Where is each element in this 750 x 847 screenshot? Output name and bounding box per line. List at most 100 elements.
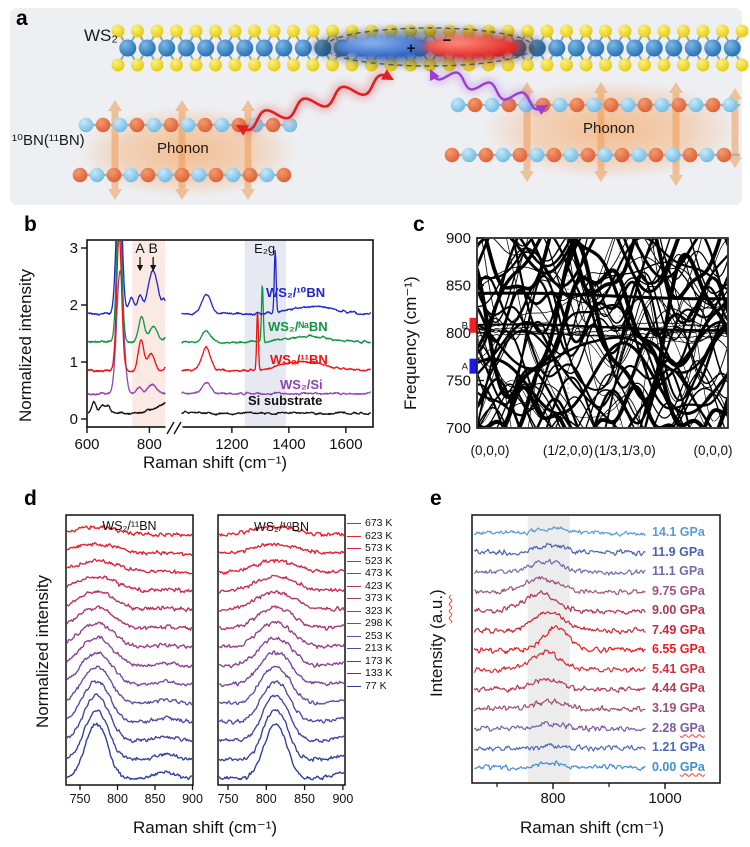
phonon-branch: [484, 239, 722, 301]
pressure-label: 14.1 GPa: [652, 525, 705, 539]
w-atom: [548, 39, 566, 57]
phonon-branch: [478, 273, 727, 406]
bn-atom: [552, 97, 568, 113]
series-label: WS₂/¹⁰BN: [266, 285, 326, 300]
panel-e-x-axis-label: Raman shift (cm⁻¹): [519, 818, 665, 837]
ws2-layer-label: WS₂: [84, 26, 118, 45]
s-atom: [131, 24, 144, 38]
ylabel-close-paren: ): [427, 589, 446, 595]
qpoint-label: (1/2,0,0): [543, 443, 593, 458]
bn-atom: [157, 167, 173, 183]
s-atom: [599, 24, 612, 38]
w-atom: [684, 39, 702, 57]
qpoint-label: (0,0,0): [693, 443, 732, 458]
x-tick-label: 850: [294, 792, 315, 806]
legend-line-swatch: [347, 548, 361, 549]
panel-e: 800 1000 e Intensity (a.u.) Raman shift (…: [415, 488, 750, 847]
pressure-spectrum: [474, 625, 646, 654]
pressure-spectrum: [474, 721, 646, 733]
w-atom: [587, 39, 605, 57]
bn-atom: [146, 117, 162, 133]
polygon: [520, 171, 534, 182]
x-tick-label: 1400: [272, 436, 305, 453]
phonon-branch: [478, 387, 727, 427]
legend-entry: 373 K: [347, 592, 392, 605]
pressure-spectrum: [474, 742, 646, 752]
legend-line-swatch: [347, 523, 361, 524]
temperature-spectrum: [219, 542, 344, 555]
purple-wavy-arrow: [429, 69, 548, 116]
x-tick-label: 1000: [648, 790, 681, 807]
spectrum-curve: [181, 410, 372, 416]
bn-atom: [174, 167, 190, 183]
y-tick-label: 3: [70, 240, 78, 257]
y-tick-label: 1: [70, 354, 78, 371]
x-tick-label: 800: [256, 792, 277, 806]
bn-atom: [78, 117, 94, 133]
w-atom: [626, 39, 644, 57]
temperature-spectrum: [219, 636, 344, 669]
s-atom: [326, 58, 339, 72]
w-atom: [645, 39, 663, 57]
panel-letter-b: b: [24, 213, 37, 236]
s-atom: [267, 24, 281, 38]
polygon: [669, 175, 683, 186]
bn-atom: [569, 97, 585, 113]
bn-atom: [495, 147, 511, 163]
polygon: [241, 189, 255, 200]
mode-marker-label: B: [462, 320, 468, 331]
s-atom: [267, 58, 281, 72]
s-atom: [696, 58, 710, 72]
legend-line-swatch: [347, 635, 361, 637]
axis-break-slash: [173, 421, 182, 435]
series-label: WS₂/¹¹BN: [270, 352, 328, 367]
w-atom: [138, 39, 156, 57]
bn-atom: [467, 97, 483, 113]
w-atom: [236, 39, 254, 57]
panel-b-plot: 0 1 2 3 600 800 1200 1400 1600 A B E₂g: [70, 239, 374, 453]
phonon-branch: [478, 239, 727, 294]
legend-line-swatch: [347, 598, 361, 599]
hole-cloud: [425, 36, 519, 58]
temperature-spectrum: [67, 722, 192, 781]
spectrum-curve: [88, 241, 166, 344]
phonon-branch: [478, 360, 727, 427]
temperature-spectrum: [219, 650, 344, 688]
plus-sign: +: [407, 40, 416, 57]
s-atom: [657, 58, 671, 72]
w-atom: [275, 39, 293, 57]
spectrum-curve: [181, 250, 372, 316]
polygon: [108, 100, 122, 111]
panel-b-y-axis-label: Normalized intensity: [16, 268, 35, 423]
bn-atom: [112, 117, 128, 133]
legend-line-swatch: [347, 623, 361, 624]
s-atom: [735, 58, 749, 72]
phonon-branch: [478, 330, 685, 427]
panel-d-plot: 750 800 850 900 750 800 850 900: [65, 514, 353, 806]
legend-line-swatch: [347, 610, 361, 612]
temperature-spectrum: [67, 693, 192, 744]
bn-atom: [614, 147, 630, 163]
phonon-branch: [478, 365, 691, 427]
s-atom: [209, 58, 222, 72]
pressure-label: 5.41 GPa: [652, 661, 705, 676]
bn-atom: [478, 147, 494, 163]
pressure-label: 2.28 GPa: [652, 720, 705, 735]
s-atom: [579, 58, 593, 72]
s-atom: [716, 58, 729, 72]
bn-atom: [512, 147, 528, 163]
temperature-spectrum: [219, 694, 344, 743]
phonon-branch: [478, 303, 727, 417]
pressure-spectrum: [474, 558, 646, 576]
legend-line-swatch: [347, 660, 361, 662]
legend-label: 323 K: [365, 604, 393, 617]
s-atom: [228, 58, 242, 72]
y-tick-label: 800: [446, 325, 471, 342]
bn-atom: [259, 167, 275, 183]
panel-a: + − a WS₂ ¹⁰BN(¹¹BN) Phonon Phonon: [0, 0, 750, 213]
panel-letter-a: a: [16, 7, 28, 30]
panel-c-plot: 900 850 800 750 700 B A (0,0,0) (1/2,0,0) (1/3,1/…: [446, 230, 733, 458]
temperature-spectrum: [67, 651, 192, 687]
legend-label: 623 K: [365, 529, 393, 542]
mode-marker-a: [469, 358, 477, 374]
